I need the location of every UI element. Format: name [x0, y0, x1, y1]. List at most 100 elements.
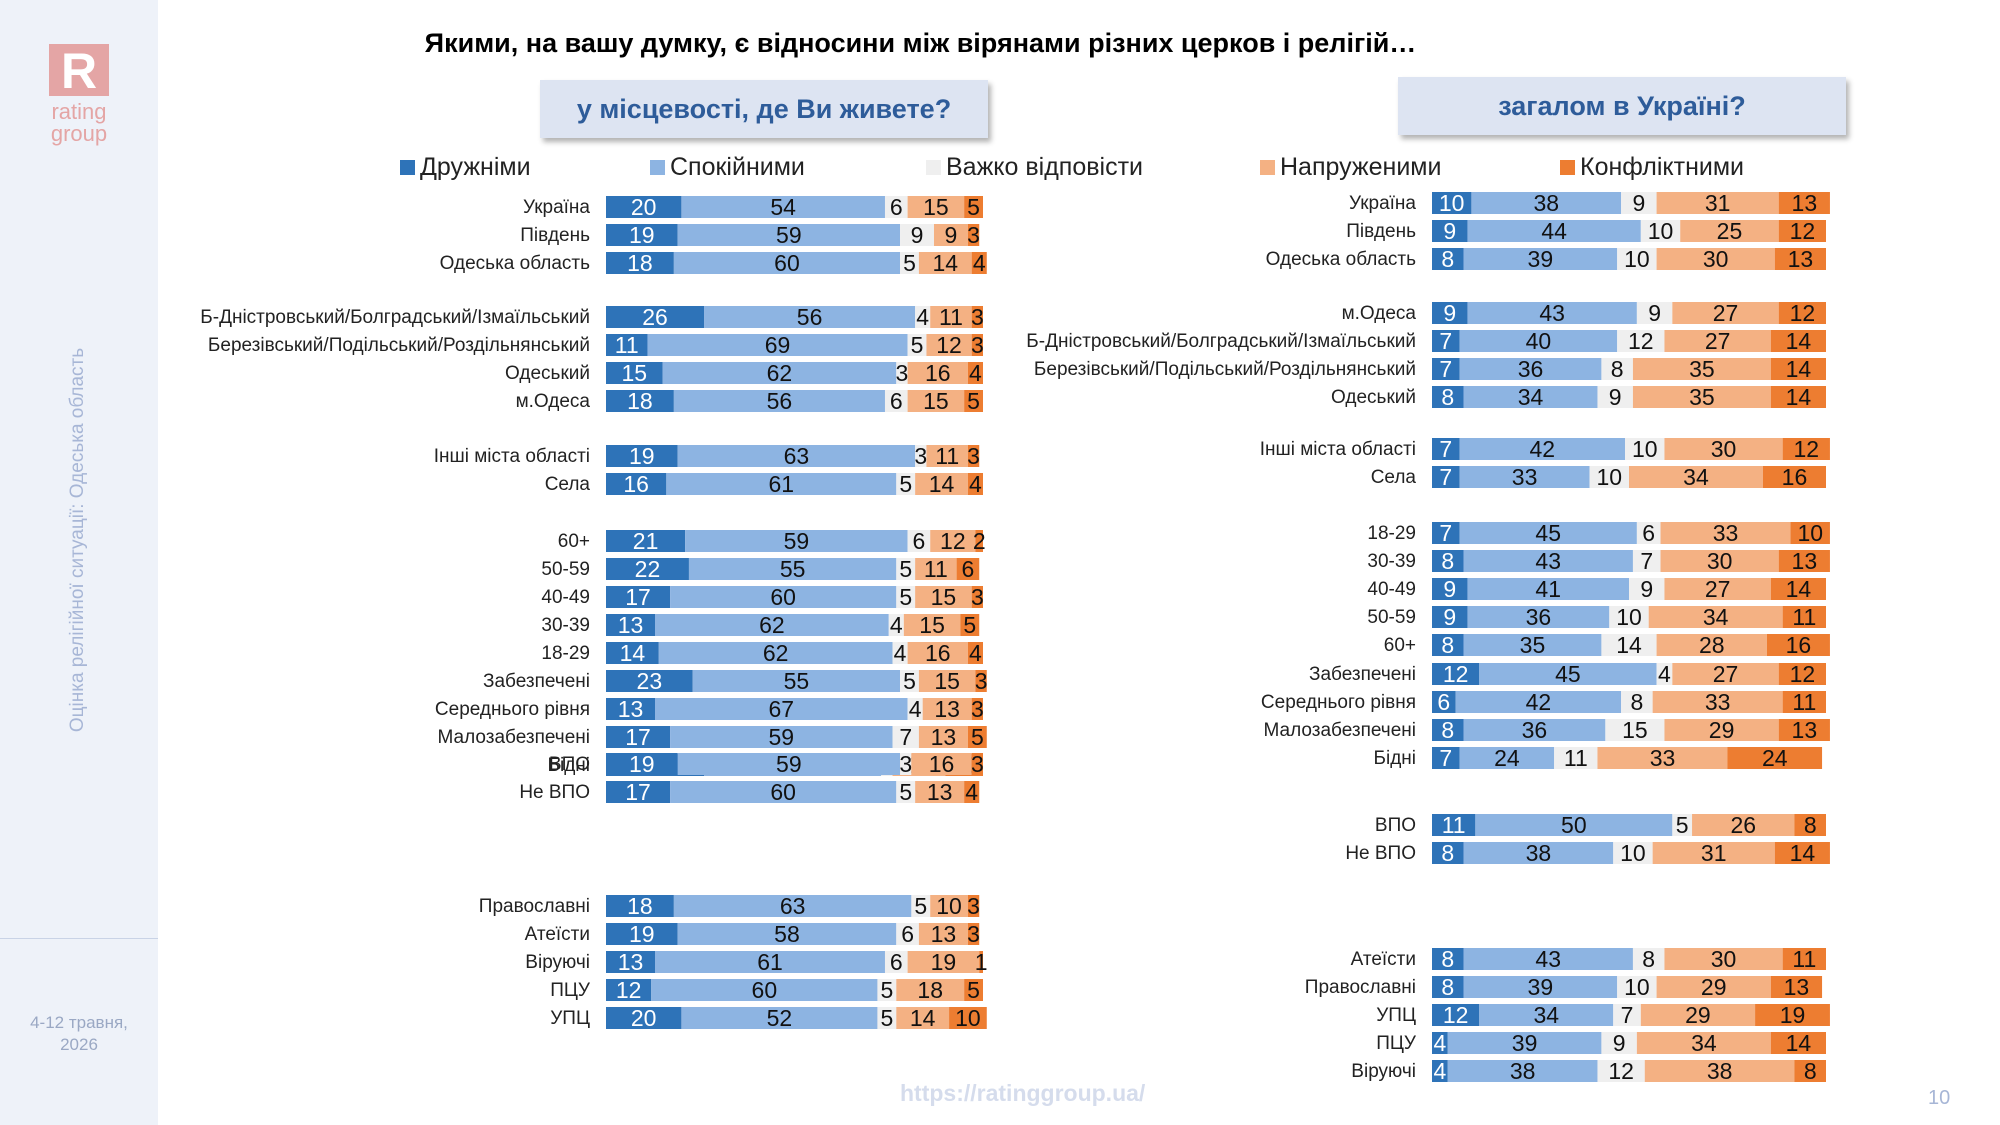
bar-segment-friendly [606, 445, 678, 467]
bar-segment-friendly [1432, 466, 1460, 488]
bar-segment-hard [1605, 719, 1665, 741]
data-label-conflict: 3 [971, 332, 984, 358]
data-label-calm: 59 [784, 528, 810, 554]
bar-segment-conflict [964, 781, 980, 803]
bar-segment-tense [1672, 302, 1779, 324]
bar-segment-tense [1672, 663, 1779, 685]
data-label-hard: 5 [880, 1005, 893, 1031]
bar-segment-friendly [606, 390, 674, 412]
data-label-hard: 5 [911, 332, 924, 358]
bar-segment-calm [1463, 550, 1633, 572]
row-label: 50-59 [1367, 607, 1416, 628]
data-label-conflict: 12 [1794, 436, 1820, 462]
data-label-friendly: 4 [1433, 1030, 1446, 1056]
data-label-conflict: 3 [967, 893, 980, 919]
bar-segment-friendly [1432, 663, 1480, 685]
bar-segment-friendly [606, 530, 686, 552]
row-label: м.Одеса [1342, 303, 1417, 324]
row-label: 60+ [1384, 635, 1416, 656]
data-label-calm: 45 [1555, 661, 1581, 687]
bar-segment-conflict [956, 558, 980, 580]
bar-segment-calm [670, 726, 893, 748]
data-label-hard: 9 [1609, 384, 1622, 410]
legend-swatch-friendly [400, 159, 415, 175]
bar-segment-tense [1597, 747, 1728, 769]
data-label-conflict: 14 [1786, 356, 1812, 382]
bar-segment-friendly [1432, 220, 1468, 242]
data-label-hard: 5 [1676, 812, 1689, 838]
bar-segment-tense [1664, 719, 1779, 741]
data-label-friendly: 7 [1439, 436, 1452, 462]
data-label-calm: 43 [1535, 946, 1561, 972]
row-label: УПЦ [1376, 1005, 1416, 1026]
data-label-tense: 30 [1703, 246, 1729, 272]
data-label-tense: 13 [934, 696, 960, 722]
data-label-tense: 15 [919, 612, 945, 638]
data-label-calm: 62 [767, 360, 793, 386]
bar-segment-tense [1640, 1004, 1756, 1026]
data-label-conflict: 12 [1790, 218, 1816, 244]
bar-segment-tense [918, 726, 968, 748]
data-label-conflict: 12 [1790, 300, 1816, 326]
bar-segment-hard [1609, 606, 1649, 628]
data-label-tense: 30 [1711, 436, 1737, 462]
footer-url[interactable]: https://ratinggroup.ua/ [900, 1080, 1146, 1106]
bar-segment-friendly [1432, 606, 1468, 628]
data-label-calm: 36 [1522, 717, 1548, 743]
data-label-calm: 24 [1494, 745, 1520, 771]
bar-segment-tense [1692, 814, 1795, 836]
bar-segment-calm [651, 979, 878, 1001]
data-label-friendly: 7 [1439, 328, 1452, 354]
data-label-calm: 55 [780, 556, 806, 582]
bar-segment-calm [1459, 522, 1637, 544]
data-label-hard: 6 [890, 949, 903, 975]
data-label-friendly: 21 [633, 528, 659, 554]
bar-segment-hard [1601, 358, 1633, 380]
row-label: 40-49 [541, 587, 590, 608]
data-label-friendly: 6 [1437, 689, 1450, 715]
data-label-tense: 27 [1713, 300, 1739, 326]
bar-segment-friendly [606, 473, 667, 495]
bar-segment-friendly [606, 895, 674, 917]
row-label: Православні [1305, 977, 1416, 998]
bar-segment-friendly [606, 1007, 682, 1029]
data-label-tense: 13 [931, 921, 957, 947]
data-label-calm: 43 [1535, 548, 1561, 574]
row-label: Атеїсти [1351, 949, 1416, 970]
data-label-calm: 52 [767, 1005, 793, 1031]
data-label-tense: 27 [1713, 661, 1739, 687]
bar-segment-hard [1617, 248, 1657, 270]
data-label-hard: 5 [899, 556, 912, 582]
data-label-conflict: 5 [967, 194, 980, 220]
bar-segment-friendly [606, 306, 705, 328]
row-label: Інші міста області [1260, 439, 1416, 460]
bar-segment-tense [1664, 330, 1771, 352]
bar-segment-hard [1613, 842, 1653, 864]
bar-segment-friendly [1432, 842, 1464, 864]
data-label-hard: 4 [1658, 661, 1671, 687]
row-label: Середнього рівня [435, 699, 590, 720]
bar-segment-hard [907, 530, 931, 552]
data-label-hard: 14 [1616, 632, 1642, 658]
data-label-conflict: 12 [1790, 661, 1816, 687]
data-label-friendly: 12 [1443, 1002, 1469, 1028]
data-label-friendly: 20 [631, 1005, 657, 1031]
bar-segment-hard [911, 895, 931, 917]
data-label-calm: 60 [770, 584, 796, 610]
data-label-calm: 50 [1561, 812, 1587, 838]
row-label: Україна [1349, 193, 1416, 214]
bar-segment-friendly [1432, 948, 1464, 970]
row-label: Забезпечені [483, 671, 590, 692]
logo: R rating group [0, 44, 158, 145]
data-label-friendly: 8 [1441, 632, 1454, 658]
left-panel-title: у місцевості, де Ви живете? [540, 80, 988, 138]
data-label-friendly: 7 [1439, 745, 1452, 771]
data-label-friendly: 19 [629, 921, 655, 947]
row-label: ПЦУ [550, 980, 591, 1001]
bar-segment-friendly [606, 753, 678, 775]
data-label-calm: 36 [1526, 604, 1552, 630]
bar-segment-conflict [975, 530, 983, 552]
data-label-friendly: 8 [1441, 548, 1454, 574]
bar-segment-tense [918, 252, 972, 274]
